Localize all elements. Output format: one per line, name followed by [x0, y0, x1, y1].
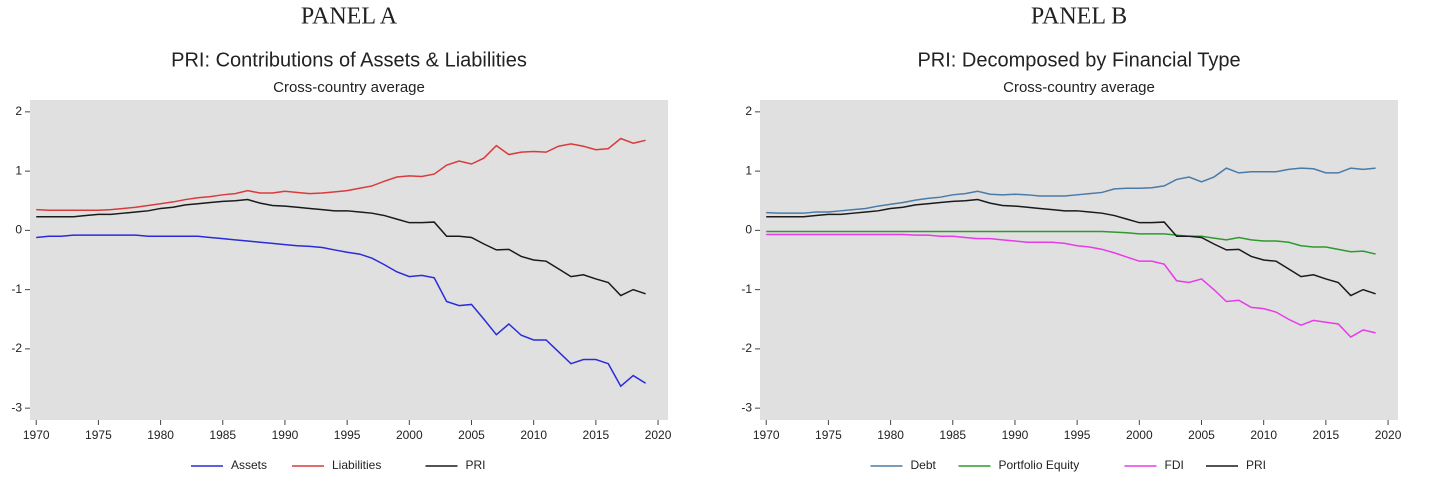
y-tick-label: -3: [11, 400, 22, 414]
legend-label: Liabilities: [332, 458, 381, 472]
y-tick-label: -2: [11, 341, 22, 355]
chart-subtitle: Cross-country average: [1003, 79, 1155, 96]
x-tick-label: 1970: [23, 428, 50, 442]
legend-label: PRI: [1246, 458, 1266, 472]
y-tick-label: 2: [745, 104, 752, 118]
x-tick-label: 1990: [272, 428, 299, 442]
series-line: [766, 230, 1376, 255]
y-tick-label: 1: [15, 163, 22, 177]
x-tick-label: 1975: [815, 428, 842, 442]
y-tick-label: -3: [741, 400, 752, 414]
chart-title: PRI: Contributions of Assets & Liabiliti…: [171, 49, 527, 71]
x-tick-label: 2020: [1375, 428, 1402, 442]
y-tick-label: 0: [745, 223, 752, 237]
y-tick-label: -2: [741, 341, 752, 355]
x-tick-label: 2020: [645, 428, 672, 442]
x-tick-label: 1975: [85, 428, 112, 442]
y-tick-label: -1: [11, 282, 22, 296]
series-line: [766, 198, 1376, 297]
plot-area: [760, 100, 1398, 420]
x-tick-label: 2010: [520, 428, 547, 442]
y-tick-label: 1: [745, 163, 752, 177]
y-tick-label: 2: [15, 104, 22, 118]
x-tick-label: 2005: [458, 428, 485, 442]
x-tick-label: 1995: [334, 428, 361, 442]
chart-title: PRI: Decomposed by Financial Type: [917, 49, 1240, 71]
plot-area: [30, 100, 668, 420]
chart-subtitle: Cross-country average: [273, 79, 425, 96]
x-tick-label: 1995: [1064, 428, 1091, 442]
series-line: [766, 233, 1376, 338]
x-tick-label: 2000: [396, 428, 423, 442]
x-tick-label: 2015: [583, 428, 610, 442]
legend-label: Assets: [231, 458, 267, 472]
legend-label: Portfolio Equity: [999, 458, 1080, 472]
x-tick-label: 1985: [209, 428, 236, 442]
series-line: [36, 137, 646, 211]
x-tick-label: 1970: [753, 428, 780, 442]
panel-label: PANEL B: [1031, 4, 1127, 30]
legend-label: PRI: [466, 458, 486, 472]
legend-label: FDI: [1165, 458, 1184, 472]
legend-label: Debt: [911, 458, 937, 472]
x-tick-label: 1980: [877, 428, 904, 442]
x-tick-label: 1990: [1002, 428, 1029, 442]
x-tick-label: 2015: [1313, 428, 1340, 442]
x-tick-label: 2005: [1188, 428, 1215, 442]
x-tick-label: 2010: [1250, 428, 1277, 442]
y-tick-label: -1: [741, 282, 752, 296]
y-tick-label: 0: [15, 223, 22, 237]
series-line: [36, 198, 646, 297]
x-tick-label: 1980: [147, 428, 174, 442]
panel-label: PANEL A: [301, 4, 398, 30]
series-line: [36, 234, 647, 388]
series-line: [766, 167, 1376, 214]
x-tick-label: 2000: [1126, 428, 1153, 442]
x-tick-label: 1985: [939, 428, 966, 442]
